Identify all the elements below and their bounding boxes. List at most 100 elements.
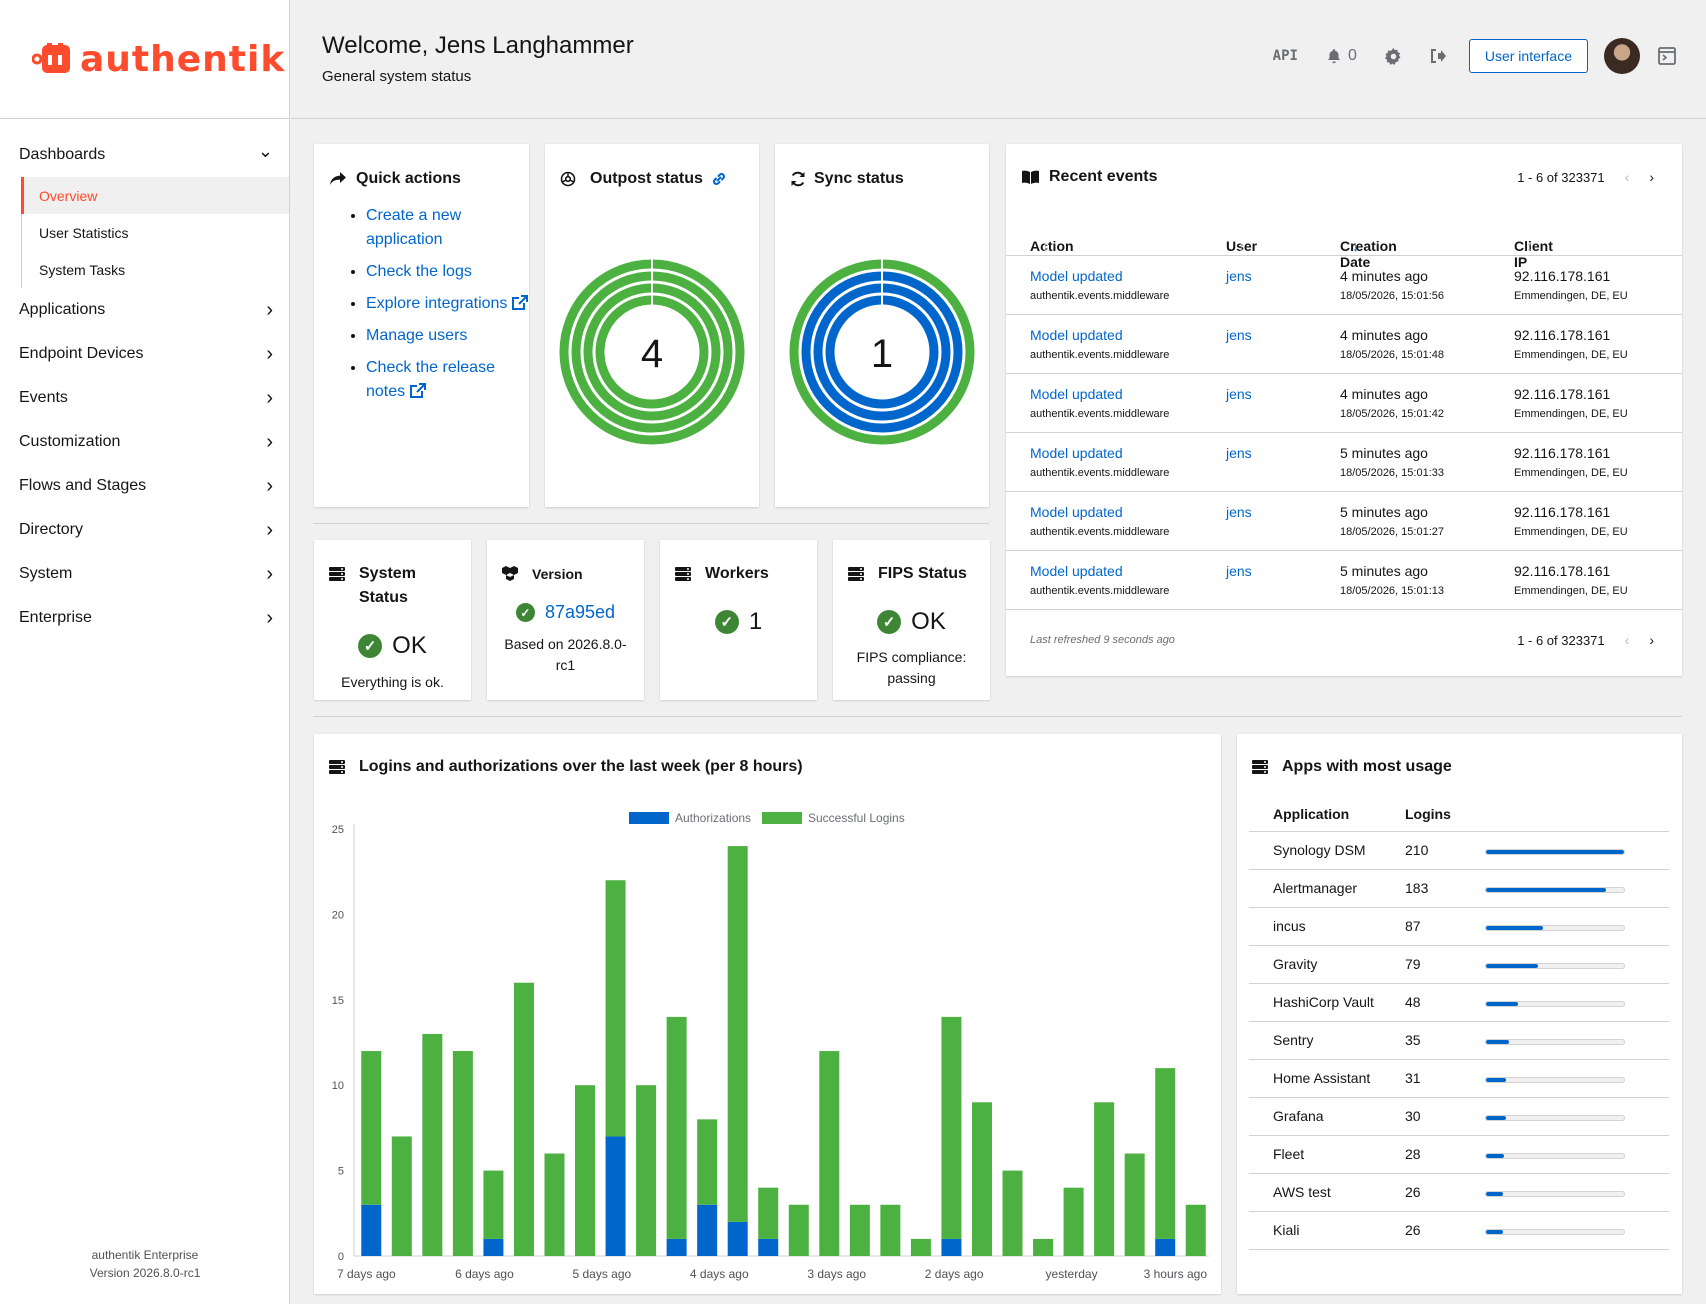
prev-page-button[interactable]: ‹ — [1624, 632, 1630, 648]
usage-progress-bar — [1485, 1001, 1625, 1007]
quick-action-link[interactable]: Check the release notes — [366, 359, 495, 400]
link-icon[interactable] — [711, 171, 727, 187]
y-tick-label: 25 — [332, 824, 344, 836]
quick-action-item: Check the release notes — [366, 356, 516, 404]
event-date: 18/05/2026, 15:01:42 — [1340, 408, 1444, 420]
logins-chart-title: Logins and authorizations over the last … — [329, 758, 803, 776]
event-action-link[interactable]: Model updated — [1030, 268, 1123, 284]
sidebar-item-directory[interactable]: Directory › — [0, 508, 289, 552]
usage-progress-bar — [1485, 925, 1625, 931]
sidebar-item-dashboards[interactable]: Dashboards ⌄ — [0, 133, 289, 177]
event-geo: Emmendingen, DE, EU — [1514, 467, 1628, 479]
event-client-ip: 92.116.178.161 — [1514, 386, 1611, 402]
api-button[interactable]: API — [1272, 48, 1298, 64]
quick-action-link[interactable]: Explore integrations — [366, 295, 508, 312]
edition-label: authentik Enterprise — [91, 1248, 199, 1262]
usage-progress-fill — [1486, 1002, 1518, 1006]
sync-status-title: Sync status — [790, 170, 904, 188]
event-action-link[interactable]: Model updated — [1030, 504, 1123, 520]
quick-action-link[interactable]: Create a new application — [366, 207, 462, 248]
table-row: Model updated authentik.events.middleware… — [1006, 492, 1682, 551]
sidebar-item-endpoint-devices[interactable]: Endpoint Devices › — [0, 332, 289, 376]
user-interface-button[interactable]: User interface — [1468, 39, 1588, 73]
event-user-link[interactable]: jens — [1226, 327, 1252, 343]
avatar[interactable] — [1604, 38, 1640, 74]
legend-swatch — [629, 812, 669, 824]
server-icon — [1252, 760, 1268, 774]
event-user-link[interactable]: jens — [1226, 504, 1252, 520]
external-link-icon — [511, 295, 528, 310]
external-link-icon — [409, 383, 426, 398]
column-header-logins: Logins — [1405, 806, 1451, 822]
bar-authorizations — [1155, 1238, 1176, 1256]
event-client-ip: 92.116.178.161 — [1514, 268, 1611, 284]
prev-page-button[interactable]: ‹ — [1624, 169, 1630, 185]
event-user-link[interactable]: jens — [1226, 386, 1252, 402]
quick-actions-card: Quick actions Create a new application Ch… — [314, 144, 529, 507]
sync-status-card: Sync status 1 — [775, 144, 989, 507]
event-action-link[interactable]: Model updated — [1030, 386, 1123, 402]
quick-action-link[interactable]: Check the logs — [366, 263, 472, 280]
event-user-link[interactable]: jens — [1226, 563, 1252, 579]
outpost-status-title[interactable]: Outpost status — [560, 170, 727, 188]
event-app: authentik.events.middleware — [1030, 467, 1170, 479]
bar-successful-logins — [513, 982, 534, 1256]
event-app: authentik.events.middleware — [1030, 526, 1170, 538]
event-action-link[interactable]: Model updated — [1030, 563, 1123, 579]
drawer-button[interactable] — [1658, 47, 1676, 65]
x-tick-label: 2 days ago — [925, 1267, 984, 1281]
outpost-status-card: Outpost status 4 — [545, 144, 759, 507]
divider — [313, 523, 989, 524]
page-title: Welcome, Jens Langhammer — [322, 32, 634, 59]
sidebar-subitem-overview[interactable]: Overview — [21, 177, 289, 214]
quick-action-link[interactable]: Manage users — [366, 327, 468, 344]
server-icon — [329, 567, 345, 581]
divider — [313, 716, 1682, 717]
book-icon — [1022, 170, 1039, 184]
sidebar-item-applications[interactable]: Applications › — [0, 288, 289, 332]
usage-progress-fill — [1486, 1192, 1504, 1196]
usage-progress-bar — [1485, 1191, 1625, 1197]
logout-button[interactable] — [1430, 48, 1447, 64]
settings-button[interactable] — [1384, 47, 1402, 65]
notifications-button[interactable]: 0 — [1326, 47, 1357, 65]
event-action-link[interactable]: Model updated — [1030, 445, 1123, 461]
bar-successful-logins — [880, 1204, 901, 1256]
event-client-ip: 92.116.178.161 — [1514, 445, 1611, 461]
x-tick-label: yesterday — [1046, 1267, 1098, 1281]
sidebar-item-system[interactable]: System › — [0, 552, 289, 596]
bar-successful-logins — [1155, 1068, 1176, 1239]
event-relative-time: 5 minutes ago — [1340, 504, 1428, 520]
usage-progress-fill — [1486, 1230, 1504, 1234]
app-name: Fleet — [1273, 1146, 1305, 1162]
x-tick-label: 3 days ago — [807, 1267, 866, 1281]
sidebar-item-label: Events — [19, 389, 68, 406]
chevron-icon: ⌄ — [257, 140, 273, 161]
usage-progress-bar — [1485, 1115, 1625, 1121]
logins-chart-card: Logins and authorizations over the last … — [314, 734, 1221, 1294]
event-user-link[interactable]: jens — [1226, 268, 1252, 284]
sidebar-item-events[interactable]: Events › — [0, 376, 289, 420]
event-app: authentik.events.middleware — [1030, 408, 1170, 420]
sidebar-subitem-system-tasks[interactable]: System Tasks — [21, 251, 289, 288]
version-link[interactable]: 87a95ed — [544, 602, 616, 622]
last-refreshed: Last refreshed 9 seconds ago — [1030, 634, 1175, 646]
bar-successful-logins — [1033, 1238, 1054, 1256]
bell-icon — [1327, 49, 1340, 64]
sidebar-item-flows-and-stages[interactable]: Flows and Stages › — [0, 464, 289, 508]
sidebar-item-enterprise[interactable]: Enterprise › — [0, 596, 289, 640]
x-tick-label: 6 days ago — [455, 1267, 514, 1281]
sidebar-item-customization[interactable]: Customization › — [0, 420, 289, 464]
bar-successful-logins — [361, 1051, 382, 1205]
next-page-button[interactable]: › — [1649, 632, 1654, 648]
event-user-link[interactable]: jens — [1226, 445, 1252, 461]
bar-successful-logins — [788, 1204, 809, 1256]
bar-successful-logins — [1002, 1170, 1023, 1256]
next-page-button[interactable]: › — [1649, 169, 1654, 185]
event-action-link[interactable]: Model updated — [1030, 327, 1123, 343]
logo[interactable]: authentik — [0, 0, 289, 119]
outpost-count: 4 — [641, 332, 663, 376]
sidebar-subitem-user-statistics[interactable]: User Statistics — [21, 214, 289, 251]
server-icon — [329, 760, 345, 774]
event-relative-time: 5 minutes ago — [1340, 445, 1428, 461]
